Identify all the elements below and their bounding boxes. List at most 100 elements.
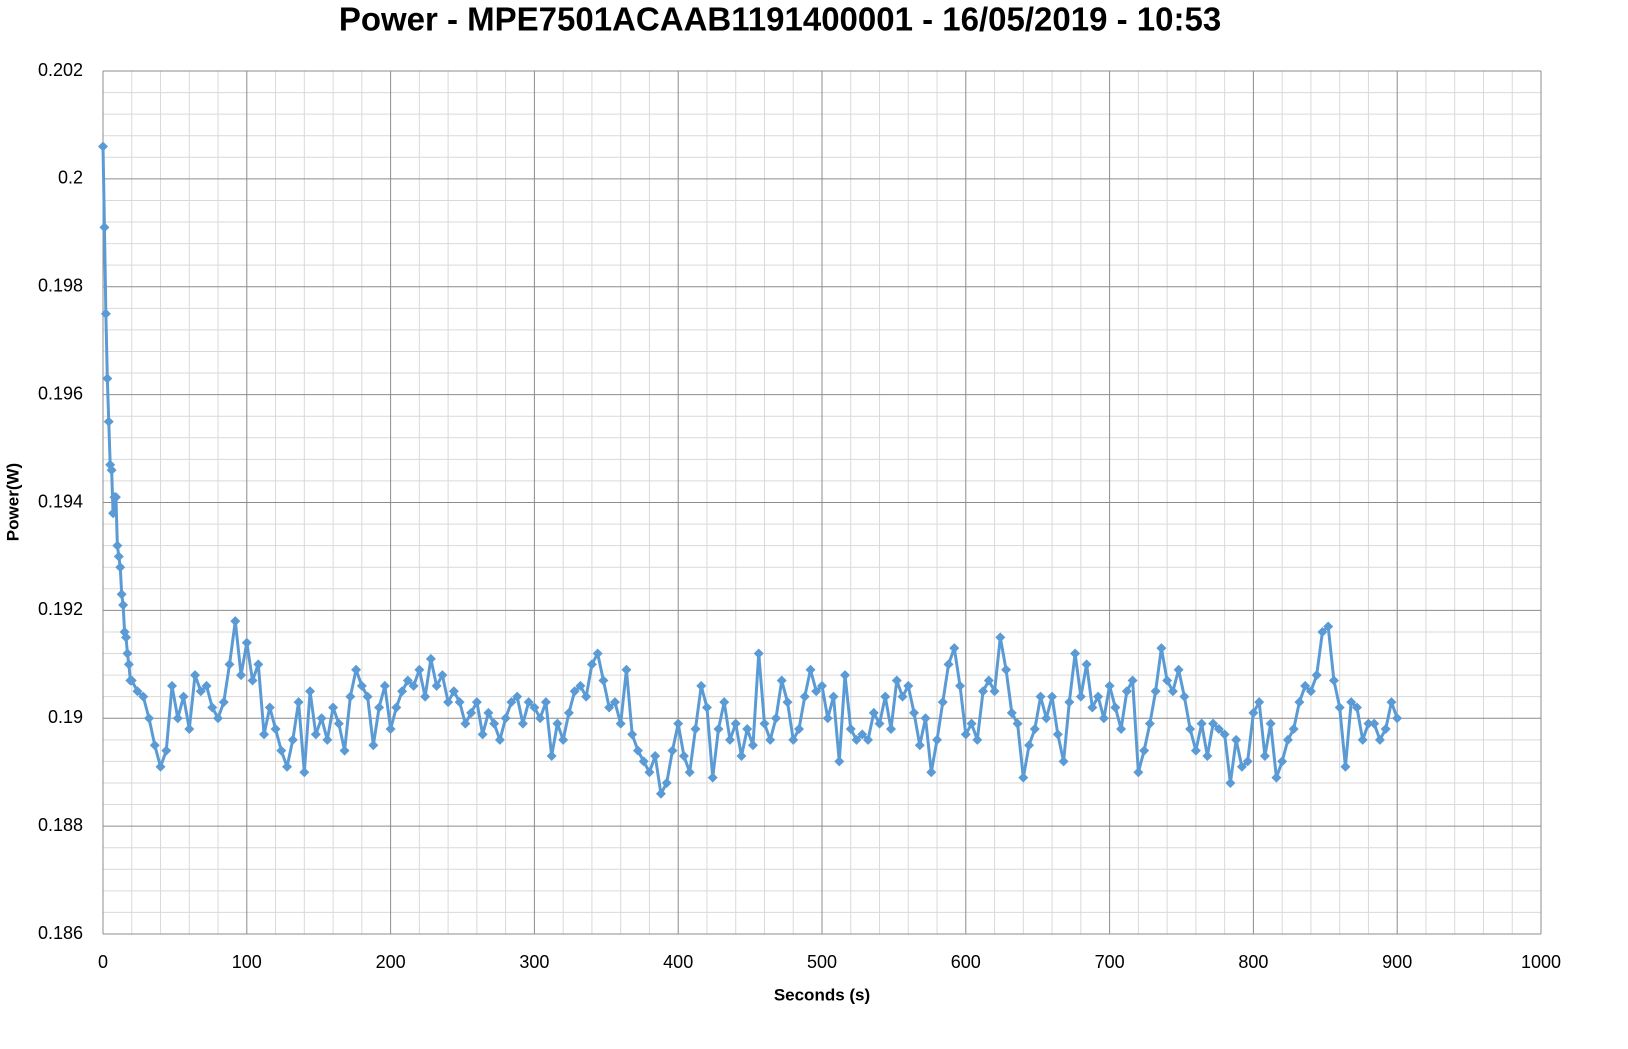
x-tick-label: 200	[376, 952, 406, 972]
y-tick-label: 0.202	[38, 60, 83, 80]
data-point	[282, 761, 293, 772]
data-point	[121, 632, 132, 643]
data-point	[753, 648, 764, 659]
data-point	[863, 734, 874, 745]
data-point	[747, 740, 758, 751]
x-tick-label: 900	[1382, 952, 1412, 972]
data-point	[1386, 697, 1397, 708]
y-tick-label: 0.192	[38, 599, 83, 619]
data-point	[730, 718, 741, 729]
data-point	[690, 724, 701, 735]
data-point	[253, 659, 264, 670]
data-point	[684, 767, 695, 778]
data-point	[1093, 691, 1104, 702]
data-point	[1001, 664, 1012, 675]
data-point	[788, 734, 799, 745]
data-point	[989, 686, 1000, 697]
data-point	[264, 702, 275, 713]
data-point	[489, 718, 500, 729]
x-tick-label: 500	[807, 952, 837, 972]
data-point	[1282, 734, 1293, 745]
y-tick-label: 0.19	[48, 707, 83, 727]
x-tick-label: 600	[951, 952, 981, 972]
data-point	[817, 680, 827, 691]
data-point	[287, 734, 298, 745]
data-point	[782, 697, 793, 708]
data-point	[368, 740, 379, 751]
data-point	[1041, 713, 1052, 724]
data-point	[236, 670, 247, 681]
data-point	[362, 691, 373, 702]
data-point	[621, 664, 632, 675]
data-point	[673, 718, 684, 729]
data-point	[1311, 670, 1322, 681]
data-point	[696, 680, 707, 691]
data-point	[966, 718, 977, 729]
data-point	[402, 675, 413, 686]
data-point	[397, 686, 408, 697]
data-point	[477, 729, 488, 740]
data-point	[955, 680, 966, 691]
data-point	[615, 718, 626, 729]
data-point	[1351, 702, 1362, 713]
data-point	[110, 492, 121, 503]
data-point	[880, 691, 891, 702]
data-point	[276, 745, 287, 756]
data-point	[1024, 740, 1035, 751]
data-point	[598, 675, 609, 686]
data-point	[100, 308, 111, 319]
data-point	[184, 724, 195, 735]
data-point	[1271, 772, 1282, 783]
data-point	[339, 745, 350, 756]
data-point	[425, 653, 436, 664]
data-point	[437, 670, 448, 681]
data-point	[316, 713, 327, 724]
data-point	[1288, 724, 1299, 735]
data-point	[1018, 772, 1029, 783]
data-point	[903, 680, 914, 691]
data-point	[1265, 718, 1276, 729]
data-point	[1363, 718, 1374, 729]
data-point	[857, 729, 868, 740]
data-point	[333, 718, 344, 729]
data-point	[99, 222, 110, 233]
data-point	[385, 724, 396, 735]
data-point	[512, 691, 523, 702]
data-point	[770, 713, 781, 724]
data-point	[448, 686, 459, 697]
data-point	[1121, 686, 1132, 697]
data-point	[558, 734, 569, 745]
data-point	[98, 141, 108, 152]
data-point	[1190, 745, 1201, 756]
data-point	[592, 648, 603, 659]
y-tick-label: 0.196	[38, 383, 83, 403]
data-point	[546, 751, 557, 762]
data-point	[776, 675, 787, 686]
data-point	[345, 691, 356, 702]
x-axis-title: Seconds (s)	[774, 985, 870, 1004]
data-point	[123, 659, 134, 670]
data-point	[1236, 761, 1247, 772]
data-point	[1081, 659, 1092, 670]
x-tick-label: 100	[232, 952, 262, 972]
data-point	[909, 707, 920, 718]
data-point	[391, 702, 402, 713]
x-tick-label: 400	[663, 952, 693, 972]
data-point	[122, 648, 133, 659]
y-tick-label: 0.194	[38, 491, 83, 511]
data-point	[1012, 718, 1023, 729]
data-point	[1374, 734, 1385, 745]
data-point	[102, 373, 113, 384]
data-point	[707, 772, 718, 783]
data-point	[414, 664, 425, 675]
data-point	[356, 680, 367, 691]
data-point	[1392, 713, 1403, 724]
data-point	[259, 729, 270, 740]
data-point	[834, 756, 845, 767]
data-point	[207, 702, 218, 713]
data-point	[431, 680, 442, 691]
data-point	[960, 729, 971, 740]
data-point	[840, 670, 851, 681]
data-point	[1087, 702, 1098, 713]
